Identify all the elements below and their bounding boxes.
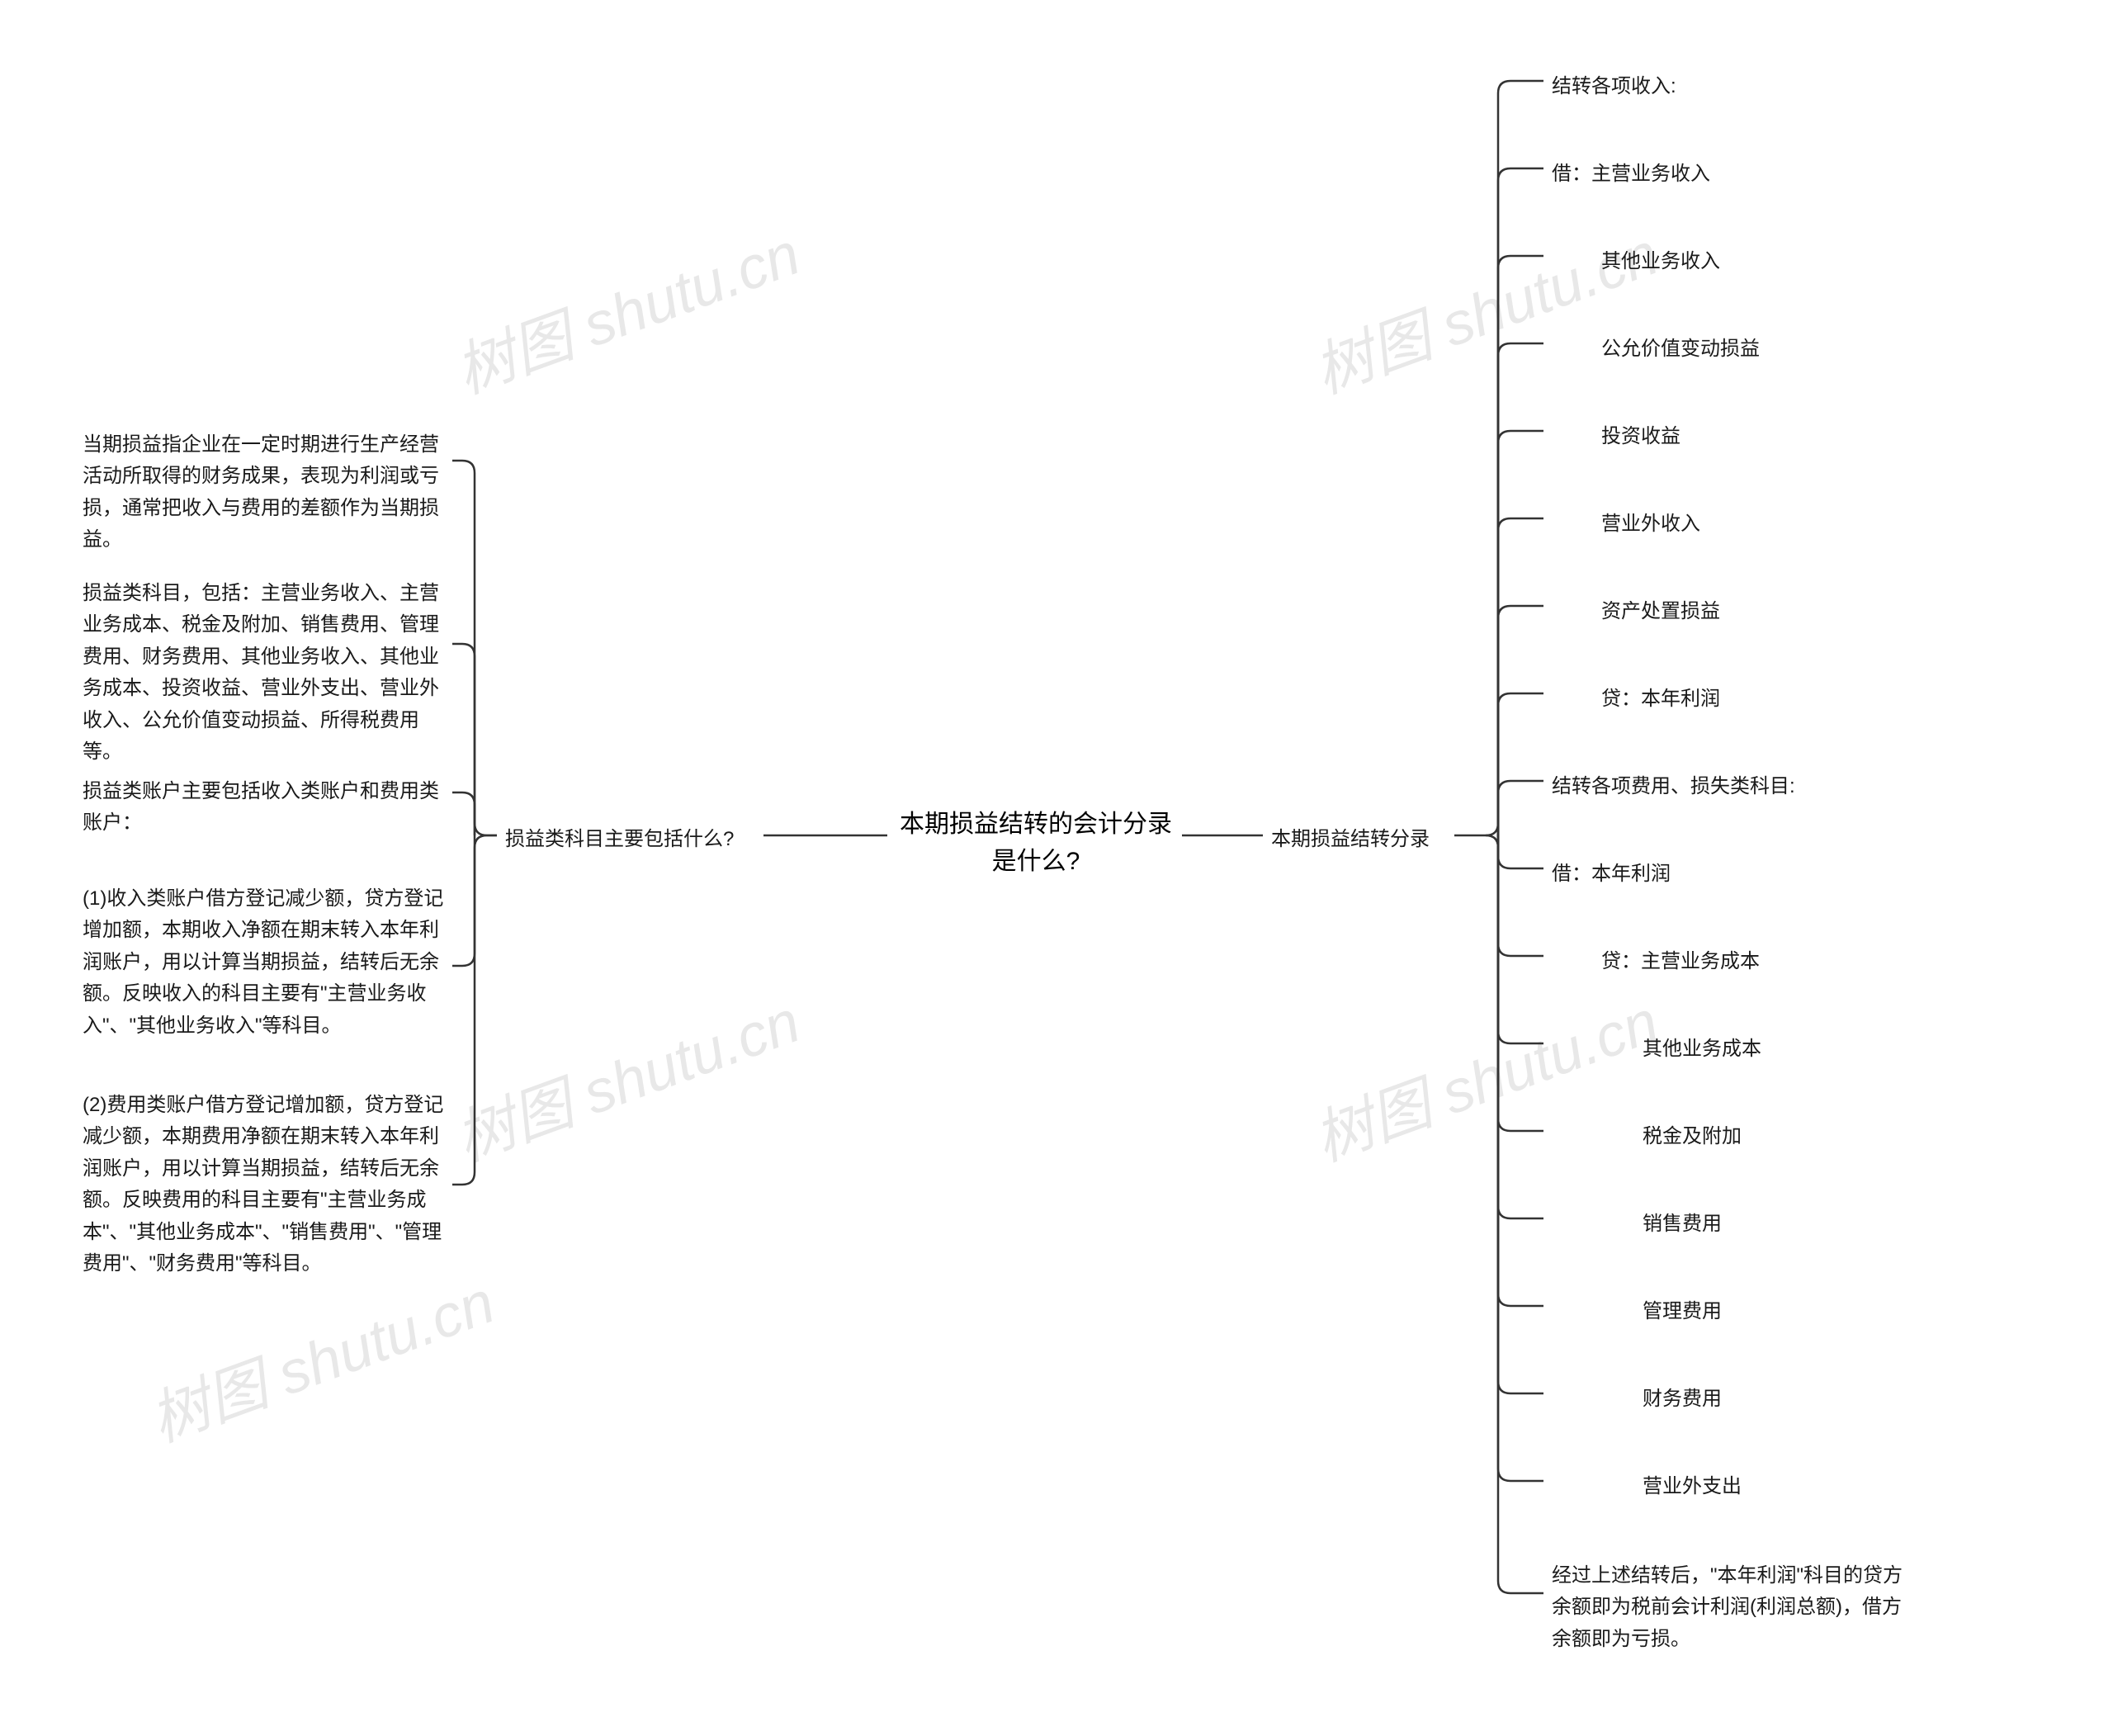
mindmap-canvas: 树图 shutu.cn 树图 shutu.cn 树图 shutu.cn 树图 s… xyxy=(0,0,2113,1736)
right-leaf: 结转各项费用、损失类科目: xyxy=(1552,771,1795,802)
left-leaf: 当期损益指企业在一定时期进行生产经营活动所取得的财务成果，表现为利润或亏损，通常… xyxy=(83,429,446,556)
right-leaf: 资产处置损益 xyxy=(1601,596,1720,627)
right-leaf: 贷：本年利润 xyxy=(1601,684,1720,715)
right-branch-label: 本期损益结转分录 xyxy=(1271,824,1430,855)
right-leaf: 营业外支出 xyxy=(1643,1471,1742,1502)
right-leaf: 经过上述结转后，"本年利润"科目的贷方余额即为税前会计利润(利润总额)，借方余额… xyxy=(1552,1560,1907,1655)
center-node: 本期损益结转的会计分录是什么? xyxy=(896,806,1176,880)
left-branch-label: 损益类科目主要包括什么? xyxy=(505,824,734,855)
right-leaf: 借：主营业务收入 xyxy=(1552,158,1710,190)
right-leaf: 税金及附加 xyxy=(1643,1121,1742,1152)
right-leaf: 结转各项收入: xyxy=(1552,71,1676,102)
right-leaf: 公允价值变动损益 xyxy=(1601,333,1760,365)
right-leaf: 销售费用 xyxy=(1643,1209,1722,1240)
right-leaf: 贷：主营业务成本 xyxy=(1601,946,1760,977)
right-leaf: 其他业务成本 xyxy=(1643,1034,1761,1065)
left-leaf: 损益类账户主要包括收入类账户和费用类账户： xyxy=(83,776,446,840)
left-leaf: (1)收入类账户借方登记减少额，贷方登记增加额，本期收入净额在期末转入本年利润账… xyxy=(83,883,446,1042)
right-leaf: 管理费用 xyxy=(1643,1296,1722,1327)
right-leaf: 其他业务收入 xyxy=(1601,246,1720,277)
right-leaf: 借：本年利润 xyxy=(1552,859,1671,890)
left-leaf: 损益类科目，包括：主营业务收入、主营业务成本、税金及附加、销售费用、管理费用、财… xyxy=(83,578,446,768)
right-leaf: 营业外收入 xyxy=(1601,509,1700,540)
left-leaf: (2)费用类账户借方登记增加额，贷方登记减少额，本期费用净额在期末转入本年利润账… xyxy=(83,1090,446,1280)
right-leaf: 财务费用 xyxy=(1643,1384,1722,1415)
right-leaf: 投资收益 xyxy=(1601,421,1680,452)
